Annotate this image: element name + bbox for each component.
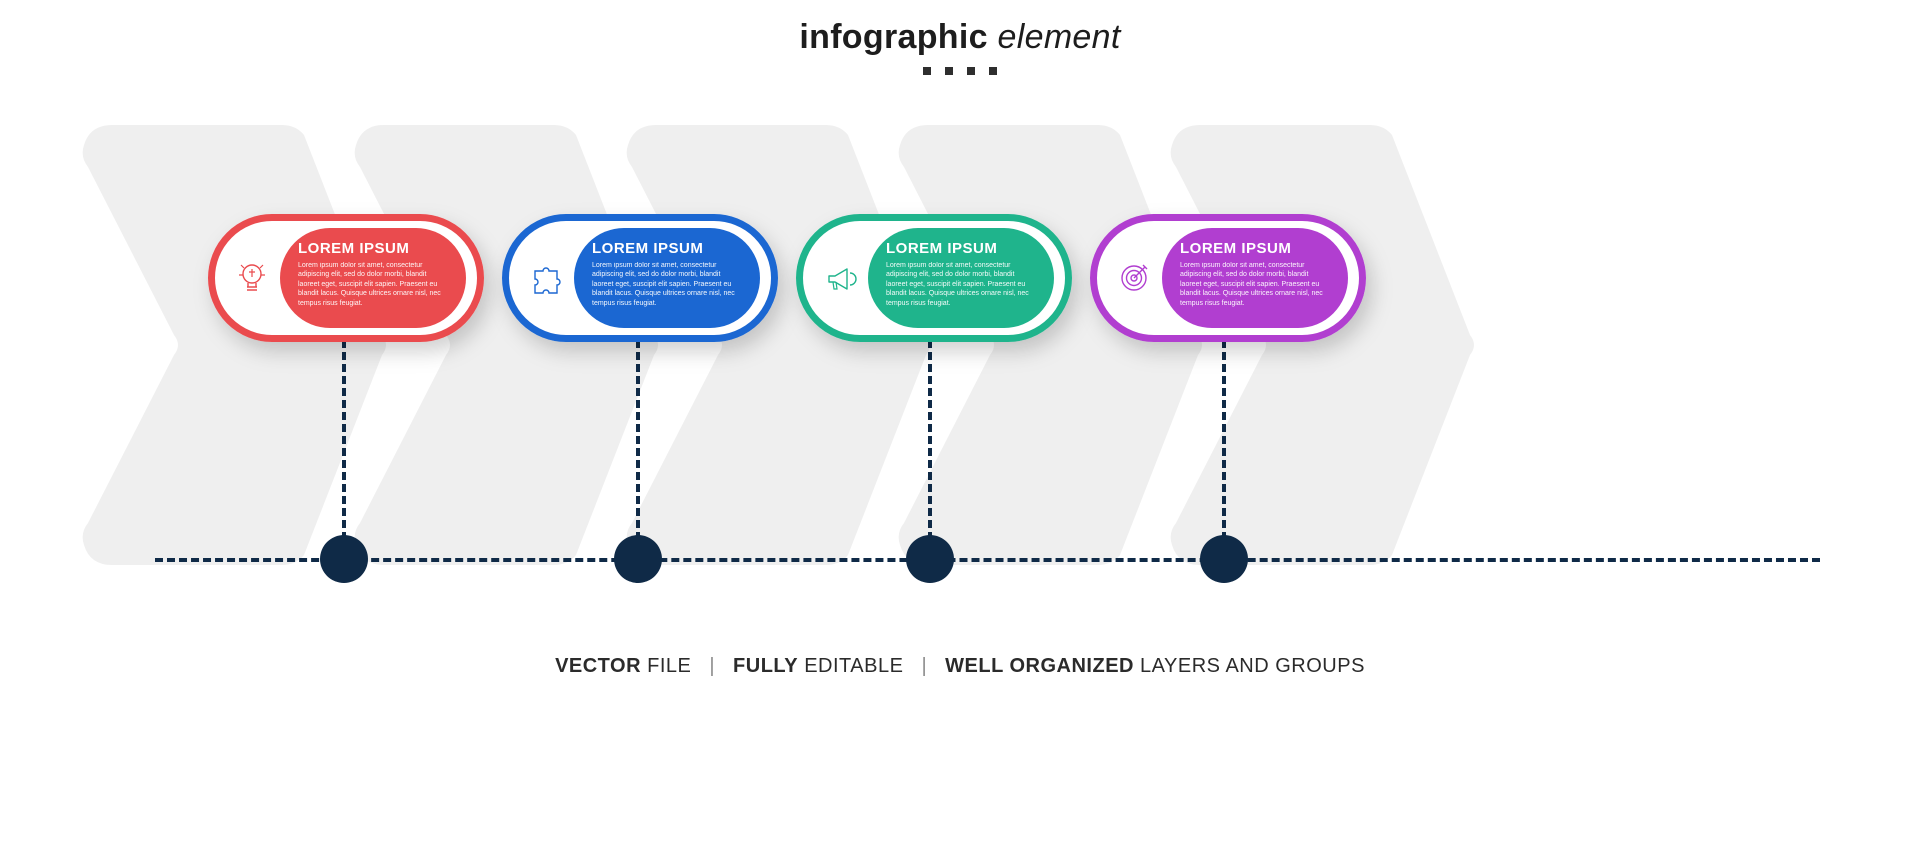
- step-title: LOREM IPSUM: [886, 240, 1036, 257]
- header-dot: [989, 67, 997, 75]
- footer: VECTOR FILE | FULLY EDITABLE | WELL ORGANIZE…: [0, 655, 1920, 678]
- header-dot: [923, 67, 931, 75]
- timeline-node: [614, 535, 662, 583]
- step-body: Lorem ipsum dolor sit amet, consectetur …: [886, 261, 1036, 308]
- timeline-node: [1200, 535, 1248, 583]
- header-title: infographic element: [0, 18, 1920, 57]
- step-card-content: LOREM IPSUM Lorem ipsum dolor sit amet, c…: [280, 228, 466, 328]
- step-title: LOREM IPSUM: [1180, 240, 1330, 257]
- timeline-connector: [342, 340, 346, 540]
- bg-chevron: [354, 125, 662, 565]
- step-card-content: LOREM IPSUM Lorem ipsum dolor sit amet, c…: [868, 228, 1054, 328]
- step-card: LOREM IPSUM Lorem ipsum dolor sit amet, c…: [1090, 214, 1366, 342]
- target-icon: [1108, 214, 1160, 342]
- step-card-content: LOREM IPSUM Lorem ipsum dolor sit amet, c…: [574, 228, 760, 328]
- megaphone-icon: [814, 214, 866, 342]
- header-title-italic: element: [988, 18, 1121, 56]
- bg-chevron: [1170, 125, 1478, 565]
- header-dots: [0, 67, 1920, 75]
- footer-strong: WELL ORGANIZED: [945, 655, 1134, 677]
- step-card: LOREM IPSUM Lorem ipsum dolor sit amet, c…: [796, 214, 1072, 342]
- bg-chevrons: [82, 125, 1485, 565]
- footer-light: FILE: [641, 655, 691, 677]
- step-title: LOREM IPSUM: [298, 240, 448, 257]
- timeline-node: [906, 535, 954, 583]
- bg-chevron: [626, 125, 934, 565]
- footer-light: LAYERS AND GROUPS: [1134, 655, 1365, 677]
- timeline-node: [320, 535, 368, 583]
- timeline-connector: [636, 340, 640, 540]
- header: infographic element: [0, 18, 1920, 75]
- timeline-connector: [1222, 340, 1226, 540]
- step-body: Lorem ipsum dolor sit amet, consectetur …: [298, 261, 448, 308]
- bg-chevron: [898, 125, 1206, 565]
- step-body: Lorem ipsum dolor sit amet, consectetur …: [1180, 261, 1330, 308]
- header-dot: [945, 67, 953, 75]
- footer-separator: |: [709, 655, 715, 677]
- bulb-icon: [226, 214, 278, 342]
- header-dot: [967, 67, 975, 75]
- step-card: LOREM IPSUM Lorem ipsum dolor sit amet, c…: [208, 214, 484, 342]
- header-title-bold: infographic: [799, 18, 987, 56]
- step-title: LOREM IPSUM: [592, 240, 742, 257]
- footer-strong: VECTOR: [555, 655, 641, 677]
- footer-separator: |: [921, 655, 927, 677]
- step-card: LOREM IPSUM Lorem ipsum dolor sit amet, c…: [502, 214, 778, 342]
- footer-light: EDITABLE: [798, 655, 903, 677]
- infographic-stage: infographic element LOREM IPSUM Lorem ips…: [0, 0, 1920, 845]
- timeline-baseline: [155, 558, 1820, 562]
- timeline-connector: [928, 340, 932, 540]
- footer-strong: FULLY: [733, 655, 798, 677]
- puzzle-icon: [520, 214, 572, 342]
- step-card-content: LOREM IPSUM Lorem ipsum dolor sit amet, c…: [1162, 228, 1348, 328]
- step-body: Lorem ipsum dolor sit amet, consectetur …: [592, 261, 742, 308]
